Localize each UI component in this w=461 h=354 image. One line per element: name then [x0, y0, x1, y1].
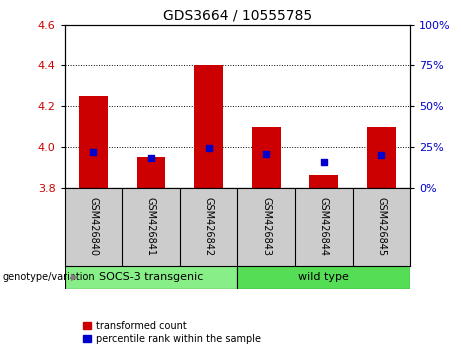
Bar — [309, 176, 338, 188]
Text: GSM426841: GSM426841 — [146, 197, 156, 256]
Text: GSM426843: GSM426843 — [261, 197, 271, 256]
Title: GDS3664 / 10555785: GDS3664 / 10555785 — [163, 8, 312, 22]
Legend: transformed count, percentile rank within the sample: transformed count, percentile rank withi… — [83, 321, 261, 344]
Text: GSM426840: GSM426840 — [89, 197, 98, 256]
Point — [263, 152, 270, 157]
Text: genotype/variation: genotype/variation — [2, 272, 95, 282]
Text: wild type: wild type — [298, 272, 349, 282]
Bar — [79, 96, 108, 188]
Point — [205, 145, 212, 151]
Point — [320, 159, 327, 165]
Bar — [194, 65, 223, 188]
Text: GSM426844: GSM426844 — [319, 197, 329, 256]
Bar — [252, 127, 281, 188]
Point — [148, 155, 155, 161]
Text: ▶: ▶ — [71, 272, 78, 282]
Text: SOCS-3 transgenic: SOCS-3 transgenic — [99, 272, 203, 282]
Bar — [65, 266, 237, 289]
Text: GSM426842: GSM426842 — [204, 197, 213, 256]
Point — [89, 149, 97, 155]
Bar — [237, 266, 410, 289]
Bar — [136, 157, 165, 188]
Point — [378, 152, 385, 158]
Bar — [367, 127, 396, 188]
Text: GSM426845: GSM426845 — [377, 197, 386, 256]
